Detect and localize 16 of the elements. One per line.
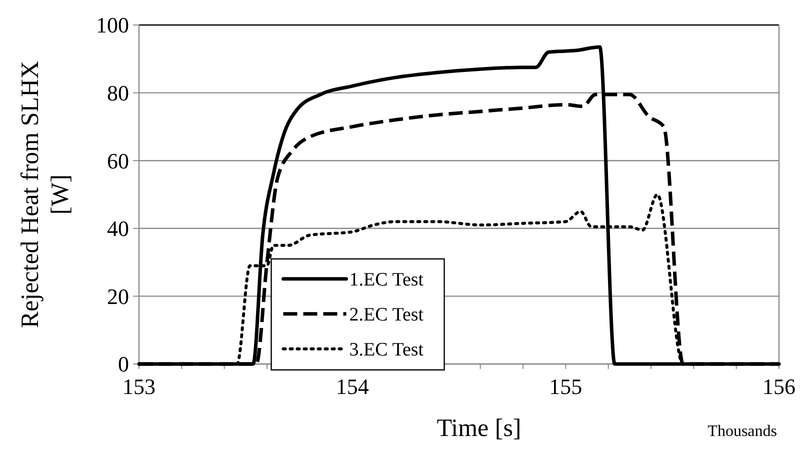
y-tick-label: 20 xyxy=(107,284,129,309)
x-tick-label: 155 xyxy=(549,374,582,399)
x-tick-label: 154 xyxy=(336,374,369,399)
text: Thousands xyxy=(708,423,777,440)
y-tick-label: 80 xyxy=(107,80,129,106)
legend-label: 3.EC Test xyxy=(349,340,424,361)
y-tick-label: 0 xyxy=(118,352,129,377)
y-tick-label: 60 xyxy=(107,148,129,174)
legend-label: 2.EC Test xyxy=(349,304,424,326)
y-tick-label: 40 xyxy=(107,216,129,242)
x-tick-label: 156 xyxy=(762,374,796,399)
x-tick-label: 153 xyxy=(122,374,156,399)
x-axis-title: Time [s] xyxy=(436,415,522,442)
y-axis-title: Rejected Heat from SLHX [W] xyxy=(17,60,74,328)
legend-label: 1.EC Test xyxy=(349,270,424,291)
y-tick-label: 100 xyxy=(96,12,129,38)
